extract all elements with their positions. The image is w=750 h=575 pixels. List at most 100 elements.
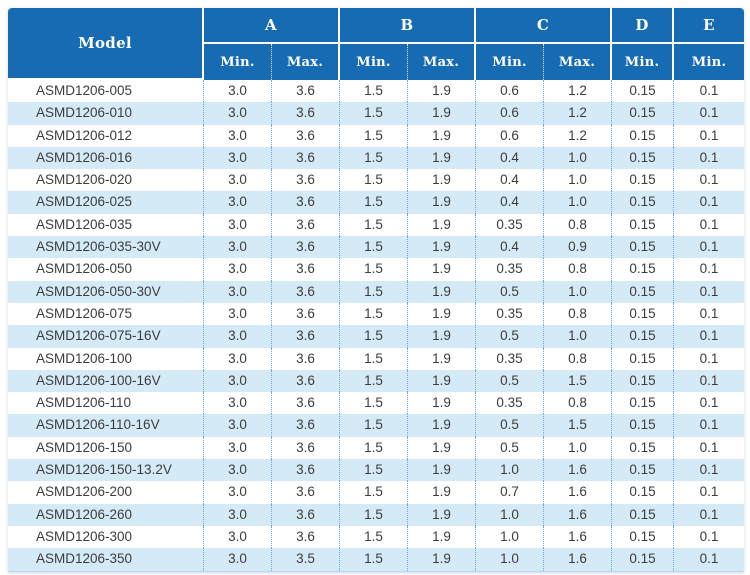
header-d-min: Min. [612, 44, 675, 80]
value-cell: 1.9 [408, 146, 477, 170]
model-cell: ASMD1206-050 [8, 258, 204, 281]
value-cell: 1.5 [340, 459, 409, 482]
value-cell: 3.0 [204, 503, 272, 526]
value-cell: 3.6 [272, 503, 341, 526]
header-b-max: Max. [408, 44, 477, 80]
value-cell: 1.9 [408, 369, 477, 393]
value-cell: 0.6 [476, 124, 545, 147]
table-row: ASMD1206-200 3.0 3.6 1.5 1.9 0.7 1.6 0.15 0.1 [8, 481, 745, 504]
value-cell: 3.0 [204, 347, 272, 370]
value-cell: 3.6 [272, 213, 341, 237]
value-cell: 0.6 [476, 102, 545, 125]
value-cell: 3.0 [204, 392, 272, 415]
value-cell: 1.9 [408, 302, 477, 326]
header-a-max: Max. [272, 44, 341, 80]
value-cell: 1.5 [340, 146, 409, 170]
table-row: ASMD1206-300 3.0 3.6 1.5 1.9 1.0 1.6 0.15 0.1 [8, 525, 745, 549]
value-cell: 1.0 [544, 280, 613, 303]
value-cell: 1.5 [340, 280, 409, 303]
model-cell: ASMD1206-260 [8, 503, 204, 526]
value-cell: 3.0 [204, 414, 272, 437]
table-row: ASMD1206-100-16V 3.0 3.6 1.5 1.9 0.5 1.5 0.15 0.… [8, 369, 745, 393]
value-cell: 0.15 [612, 146, 675, 170]
spec-table: Model A B C D E Min. Max. Min. Max. Min.… [8, 8, 745, 572]
value-cell: 0.1 [674, 459, 745, 482]
model-cell: ASMD1206-010 [8, 102, 204, 125]
value-cell: 1.0 [544, 146, 613, 170]
value-cell: 0.1 [674, 124, 745, 147]
value-cell: 0.1 [674, 236, 745, 259]
value-cell: 0.35 [476, 213, 545, 237]
value-cell: 1.2 [544, 124, 613, 147]
value-cell: 0.1 [674, 169, 745, 192]
header-a-min: Min. [204, 44, 272, 80]
table-row: ASMD1206-110-16V 3.0 3.6 1.5 1.9 0.5 1.5 0.15 0.… [8, 414, 745, 437]
value-cell: 1.9 [408, 459, 477, 482]
value-cell: 0.15 [612, 236, 675, 259]
spec-table-body: ASMD1206-005 3.0 3.6 1.5 1.9 0.6 1.2 0.15 0.1 ASM… [8, 80, 745, 571]
model-cell: ASMD1206-035-30V [8, 236, 204, 259]
value-cell: 0.1 [674, 414, 745, 437]
value-cell: 1.0 [544, 191, 613, 214]
value-cell: 0.6 [476, 80, 545, 103]
value-cell: 0.5 [476, 280, 545, 303]
value-cell: 0.4 [476, 146, 545, 170]
value-cell: 1.5 [340, 392, 409, 415]
value-cell: 0.1 [674, 325, 745, 348]
value-cell: 1.0 [476, 548, 545, 571]
value-cell: 1.9 [408, 503, 477, 526]
value-cell: 3.0 [204, 236, 272, 259]
value-cell: 1.5 [340, 481, 409, 504]
value-cell: 1.9 [408, 548, 477, 571]
model-cell: ASMD1206-100-16V [8, 369, 204, 393]
value-cell: 1.5 [340, 102, 409, 125]
value-cell: 0.5 [476, 436, 545, 460]
header-group-d: D [612, 8, 675, 44]
value-cell: 0.15 [612, 414, 675, 437]
table-header: Model A B C D E Min. Max. Min. Max. Min.… [8, 8, 745, 80]
value-cell: 0.8 [544, 213, 613, 237]
model-cell: ASMD1206-016 [8, 146, 204, 170]
value-cell: 0.1 [674, 525, 745, 549]
value-cell: 0.4 [476, 236, 545, 259]
value-cell: 1.5 [340, 169, 409, 192]
value-cell: 3.6 [272, 191, 341, 214]
table-row: ASMD1206-025 3.0 3.6 1.5 1.9 0.4 1.0 0.15 0.1 [8, 191, 745, 214]
value-cell: 1.6 [544, 525, 613, 549]
model-cell: ASMD1206-075-16V [8, 325, 204, 348]
value-cell: 0.8 [544, 302, 613, 326]
value-cell: 3.6 [272, 124, 341, 147]
value-cell: 0.5 [476, 414, 545, 437]
model-cell: ASMD1206-300 [8, 525, 204, 549]
value-cell: 1.9 [408, 169, 477, 192]
value-cell: 0.15 [612, 503, 675, 526]
value-cell: 3.0 [204, 548, 272, 571]
value-cell: 0.4 [476, 169, 545, 192]
value-cell: 3.0 [204, 325, 272, 348]
model-cell: ASMD1206-050-30V [8, 280, 204, 303]
value-cell: 3.6 [272, 392, 341, 415]
value-cell: 1.5 [340, 525, 409, 549]
value-cell: 3.0 [204, 436, 272, 460]
value-cell: 3.6 [272, 102, 341, 125]
value-cell: 0.1 [674, 258, 745, 281]
value-cell: 3.6 [272, 459, 341, 482]
value-cell: 3.6 [272, 80, 341, 103]
value-cell: 0.15 [612, 102, 675, 125]
value-cell: 1.0 [476, 459, 545, 482]
table-row: ASMD1206-150-13.2V 3.0 3.6 1.5 1.9 1.0 1.6 0.15… [8, 459, 745, 482]
value-cell: 3.0 [204, 80, 272, 103]
value-cell: 1.9 [408, 280, 477, 303]
value-cell: 0.15 [612, 213, 675, 237]
value-cell: 3.6 [272, 169, 341, 192]
table-row: ASMD1206-035 3.0 3.6 1.5 1.9 0.35 0.8 0.15 0.1 [8, 213, 745, 237]
value-cell: 1.9 [408, 481, 477, 504]
table-row: ASMD1206-050 3.0 3.6 1.5 1.9 0.35 0.8 0.15 0.1 [8, 258, 745, 281]
value-cell: 3.6 [272, 436, 341, 460]
value-cell: 0.1 [674, 392, 745, 415]
value-cell: 3.0 [204, 525, 272, 549]
table-row: ASMD1206-012 3.0 3.6 1.5 1.9 0.6 1.2 0.15 0.1 [8, 124, 745, 147]
value-cell: 3.6 [272, 525, 341, 549]
value-cell: 3.0 [204, 146, 272, 170]
